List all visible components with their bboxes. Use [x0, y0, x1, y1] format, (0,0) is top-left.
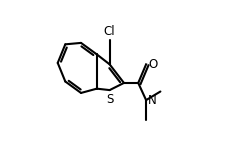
- Text: O: O: [148, 58, 157, 71]
- Text: S: S: [106, 93, 113, 106]
- Text: N: N: [148, 94, 156, 107]
- Text: Cl: Cl: [104, 25, 115, 38]
